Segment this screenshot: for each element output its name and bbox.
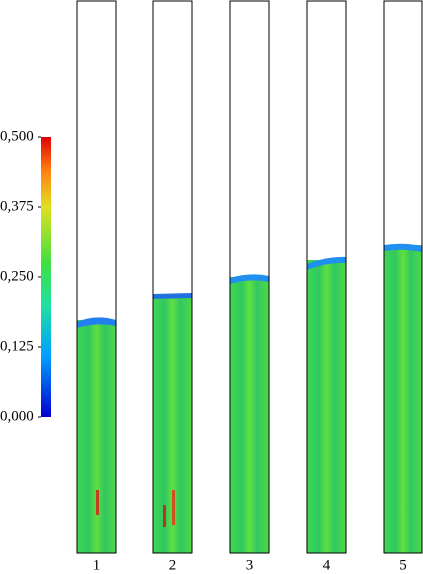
column bbox=[229, 0, 270, 554]
colorbar-tick-label: 0,125 bbox=[0, 338, 34, 354]
column-label: 4 bbox=[323, 557, 331, 573]
colorbar-tick-label: 0,375 bbox=[0, 198, 34, 214]
column-label: 1 bbox=[93, 557, 101, 573]
colorbar-tick-label: 0,250 bbox=[0, 268, 34, 284]
column-outline bbox=[152, 0, 193, 554]
bed bbox=[230, 277, 269, 553]
colorbar-tick-label: 0,000 bbox=[0, 408, 34, 424]
columns bbox=[76, 0, 423, 554]
column-label: 5 bbox=[399, 557, 407, 573]
bed bbox=[307, 260, 346, 553]
column-outline bbox=[76, 0, 117, 554]
surface bbox=[384, 243, 422, 252]
surface bbox=[307, 256, 346, 270]
column bbox=[76, 0, 117, 554]
column-outline bbox=[229, 0, 270, 554]
column-label: 3 bbox=[246, 557, 254, 573]
hot-spot bbox=[172, 490, 175, 525]
column bbox=[306, 0, 347, 554]
surface bbox=[153, 293, 192, 299]
hot-spot bbox=[96, 490, 99, 515]
column bbox=[152, 0, 193, 554]
column-outline bbox=[383, 0, 423, 554]
column-label: 2 bbox=[169, 557, 177, 573]
surface bbox=[77, 317, 116, 328]
colorbar-tick-label: 0,500 bbox=[0, 128, 34, 144]
colorbar bbox=[41, 137, 51, 417]
surface bbox=[230, 274, 269, 284]
column-outline bbox=[306, 0, 347, 554]
hot-spot bbox=[163, 505, 166, 527]
column bbox=[383, 0, 423, 554]
bed bbox=[77, 320, 116, 553]
bed bbox=[384, 245, 422, 553]
